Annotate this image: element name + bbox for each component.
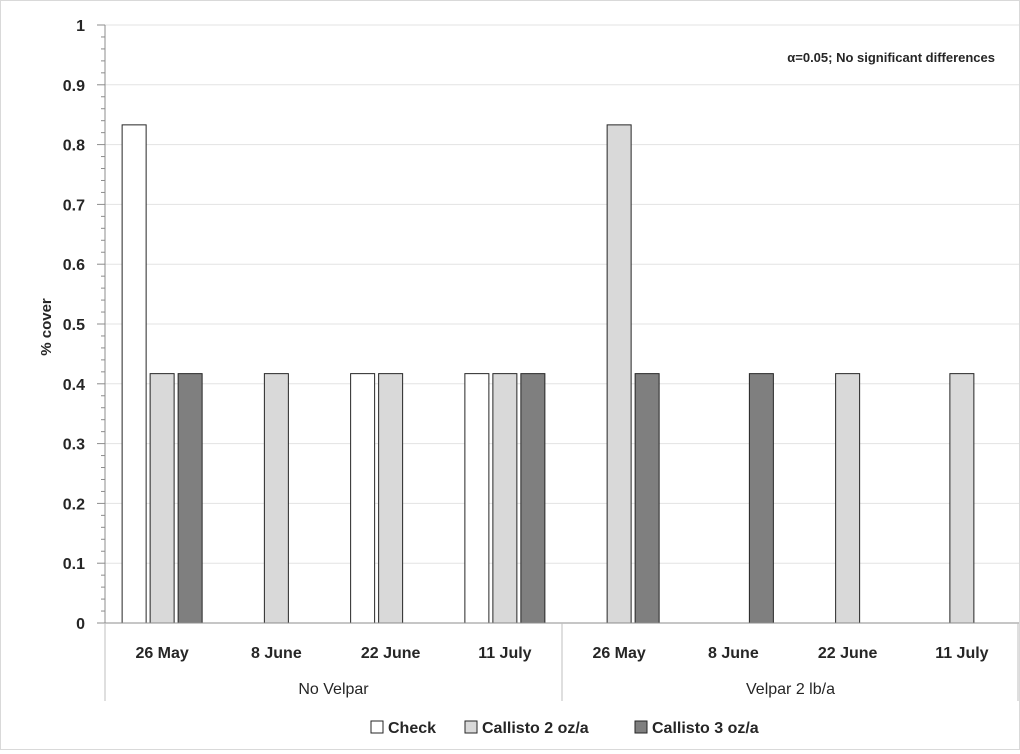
y-tick-label: 0.7 xyxy=(63,197,85,214)
axes xyxy=(97,24,1019,701)
y-tick-label: 0.1 xyxy=(63,556,85,573)
x-tick-label: 22 June xyxy=(361,645,421,662)
significance-annotation: α=0.05; No significant differences xyxy=(787,50,995,65)
bar xyxy=(949,373,975,624)
x-tick-label: 22 June xyxy=(818,645,878,662)
y-tick-label: 0 xyxy=(76,616,85,633)
y-tick-label: 0.4 xyxy=(63,377,85,394)
y-tick-label: 0.6 xyxy=(63,257,85,274)
labels: 0 0.1 0.2 0.3 0.4 0.5 0.6 0.7 0.8 0.9 1 26 May 8 Jun… xyxy=(63,18,989,698)
bar xyxy=(350,373,376,624)
bars xyxy=(121,124,975,624)
group-label: Velpar 2 lb/a xyxy=(746,681,835,698)
group-label: No Velpar xyxy=(298,681,369,698)
legend-label: Check xyxy=(388,720,436,737)
bar xyxy=(464,373,490,624)
legend-swatch xyxy=(634,720,648,734)
legend-swatch xyxy=(464,720,478,734)
bar xyxy=(606,124,632,624)
bar xyxy=(634,373,660,624)
y-tick-label: 0.2 xyxy=(63,496,85,513)
x-tick-label: 26 May xyxy=(135,645,188,662)
bar xyxy=(748,373,774,624)
gridlines xyxy=(105,24,1019,564)
legend: Check Callisto 2 oz/a Callisto 3 oz/a xyxy=(370,720,759,737)
bar xyxy=(149,373,175,624)
y-tick-label: 0.5 xyxy=(63,317,85,334)
y-tick-label: 0.8 xyxy=(63,138,85,155)
x-tick-label: 26 May xyxy=(592,645,645,662)
x-tick-label: 8 June xyxy=(251,645,302,662)
bar xyxy=(492,373,518,624)
bar xyxy=(263,373,289,624)
y-tick-label: 1 xyxy=(76,18,85,35)
bar xyxy=(835,373,861,624)
x-tick-label: 11 July xyxy=(478,645,531,662)
legend-swatch xyxy=(370,720,384,734)
bar xyxy=(121,124,147,624)
bar xyxy=(378,373,404,624)
y-tick-label: 0.3 xyxy=(63,437,85,454)
bar xyxy=(520,373,546,624)
y-axis-title: % cover xyxy=(38,298,55,356)
legend-label: Callisto 3 oz/a xyxy=(652,720,759,737)
legend-label: Callisto 2 oz/a xyxy=(482,720,589,737)
bar xyxy=(177,373,203,624)
y-tick-label: 0.9 xyxy=(63,78,85,95)
x-tick-label: 11 July xyxy=(935,645,988,662)
x-tick-label: 8 June xyxy=(708,645,759,662)
